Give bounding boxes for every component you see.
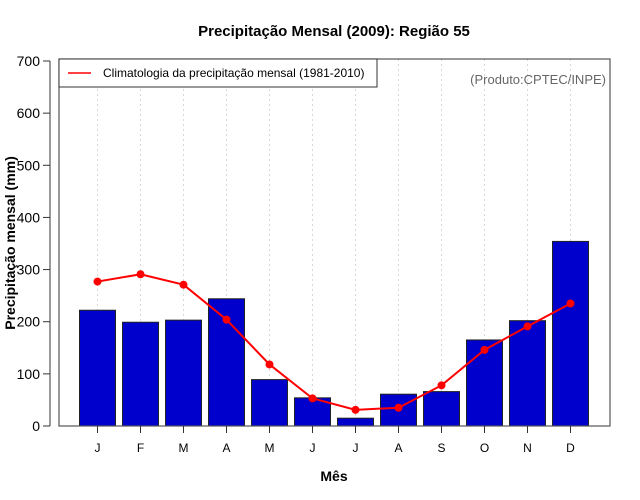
x-tick-label: F xyxy=(137,441,144,455)
x-tick-label: J xyxy=(95,441,101,455)
climatology-line-group xyxy=(93,270,575,414)
legend-box xyxy=(58,58,378,88)
y-axis-label: Precipitação mensal (mm) xyxy=(2,156,18,330)
climatology-point-0 xyxy=(93,277,102,286)
y-tick-label: 600 xyxy=(17,105,41,121)
x-axis-label: Mês xyxy=(320,468,347,484)
bar-4 xyxy=(251,379,288,427)
climatology-point-8 xyxy=(437,381,446,390)
bar-9 xyxy=(466,339,503,427)
climatology-point-4 xyxy=(265,360,274,369)
x-tick-label: M xyxy=(179,441,189,455)
y-axis: 0 100 200 300 400 500 600 700 xyxy=(17,53,51,434)
climatology-point-10 xyxy=(523,322,532,331)
climatology-point-11 xyxy=(566,299,575,308)
x-tick-label: D xyxy=(566,441,575,455)
y-tick-label: 200 xyxy=(17,314,41,330)
bar-8 xyxy=(423,391,460,427)
x-tick-label: O xyxy=(480,441,489,455)
x-tick-label: J xyxy=(310,441,316,455)
climatology-line xyxy=(97,273,571,411)
climatology-point-6 xyxy=(351,405,360,414)
x-tick-label: A xyxy=(222,441,230,455)
chart-title: Precipitação Mensal (2009): Região 55 xyxy=(198,23,470,40)
bar-1 xyxy=(122,321,159,427)
x-tick-label: M xyxy=(265,441,275,455)
legend-label: Climatologia da precipitação mensal (198… xyxy=(103,66,364,80)
x-tick-label: A xyxy=(394,441,402,455)
bar-0 xyxy=(79,309,116,427)
y-tick-label: 700 xyxy=(17,53,41,69)
credit-text: (Produto:CPTEC/INPE) xyxy=(470,72,606,87)
y-tick-label: 100 xyxy=(17,366,41,382)
bar-11 xyxy=(552,240,589,427)
climatology-point-5 xyxy=(308,394,317,403)
x-tick-label: J xyxy=(353,441,359,455)
legend: Climatologia da precipitação mensal (198… xyxy=(58,58,378,88)
climatology-point-3 xyxy=(222,315,231,324)
bars-group xyxy=(79,240,589,427)
y-tick-label: 300 xyxy=(17,262,41,278)
climatology-point-1 xyxy=(136,270,145,279)
climatology-point-9 xyxy=(480,345,489,354)
y-tick-label: 500 xyxy=(17,157,41,173)
y-tick-label: 400 xyxy=(17,209,41,225)
y-tick-label: 0 xyxy=(32,418,40,434)
bar-2 xyxy=(165,319,202,427)
bar-3 xyxy=(208,298,245,427)
x-tick-label: S xyxy=(437,441,445,455)
climatology-point-2 xyxy=(179,280,188,289)
bar-6 xyxy=(337,417,374,427)
bar-10 xyxy=(509,320,546,427)
x-tick-label: N xyxy=(523,441,532,455)
climatology-point-7 xyxy=(394,403,403,412)
